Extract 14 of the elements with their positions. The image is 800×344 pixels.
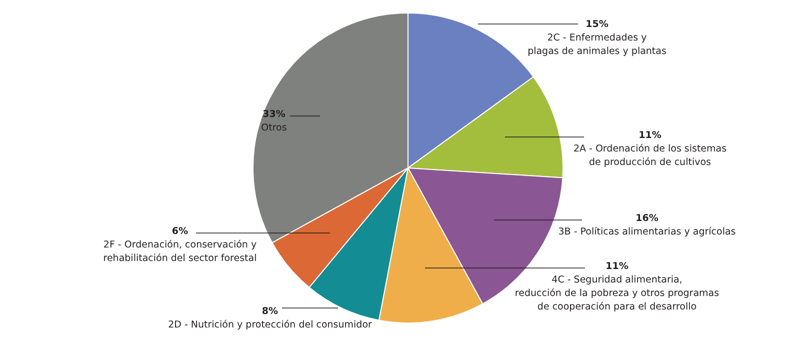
slice-label: Otros xyxy=(261,122,287,134)
slice-label: 2A - Ordenación de los sistemas de producción de cultivos xyxy=(573,144,727,168)
slice-label: 2C - Enfermedades y plagas de animales y plantas xyxy=(528,32,666,57)
data-label: 11% xyxy=(606,261,629,272)
slice-label: 4C - Seguridad alimentaria, reducción de la pobreza y otros programas de cooperación para el desarrollo xyxy=(514,274,720,312)
data-label: 15% xyxy=(586,19,609,30)
data-label: 6% xyxy=(172,226,189,237)
slice-label: 2F - Ordenación, conservación y rehabilitación del sector forestal xyxy=(103,240,257,264)
data-label: 33% xyxy=(262,109,286,120)
data-label: 16% xyxy=(636,213,659,224)
data-label: 11% xyxy=(638,130,662,141)
data-label: 8% xyxy=(262,306,279,317)
slice-label: 3B - Políticas alimentarias y agrícolas xyxy=(558,226,736,238)
slice-label: 2D - Nutrición y protección del consumidor xyxy=(168,320,372,330)
